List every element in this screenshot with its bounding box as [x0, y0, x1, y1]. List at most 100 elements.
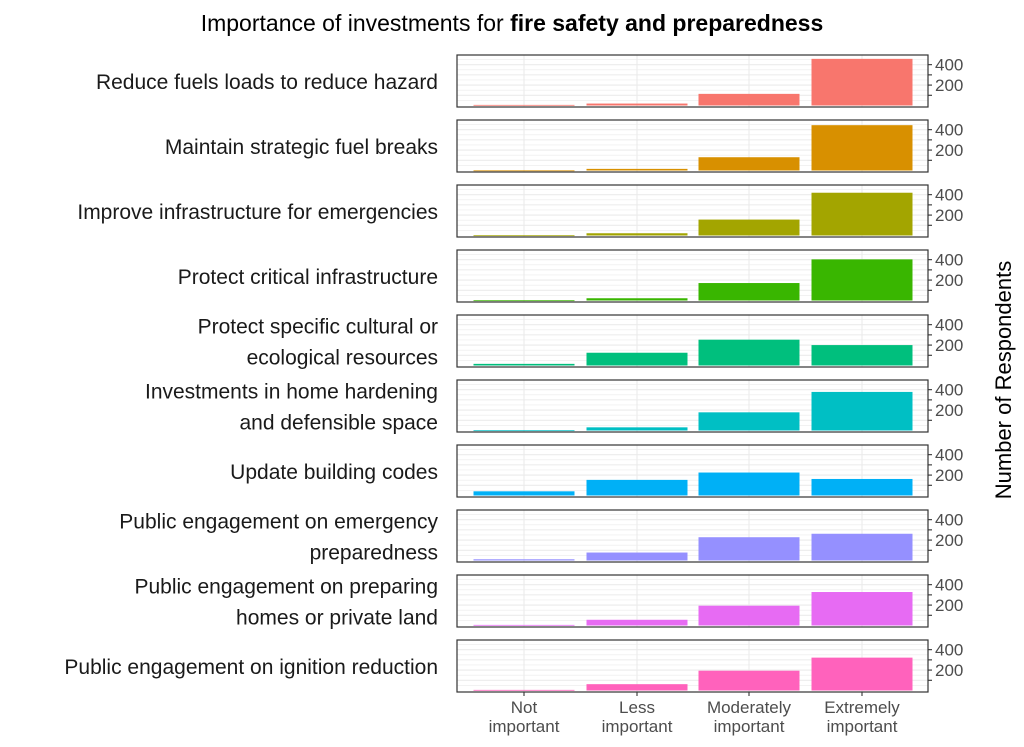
bar — [473, 300, 575, 302]
facet-strip-label: Protect specific cultural or — [198, 316, 438, 339]
panel-border — [456, 314, 929, 368]
bar — [698, 670, 800, 691]
bar — [811, 192, 913, 236]
panel-border — [456, 509, 929, 563]
panel-border — [456, 444, 929, 498]
bar — [811, 259, 913, 301]
bar — [473, 363, 575, 366]
y-tick-label: 400 — [935, 511, 963, 530]
y-tick-label: 400 — [935, 56, 963, 75]
bar — [811, 58, 913, 106]
y-tick-label: 200 — [935, 76, 963, 95]
bar — [473, 689, 575, 691]
bar — [698, 605, 800, 626]
bar — [811, 592, 913, 626]
x-tick-label: Not — [511, 698, 538, 717]
x-tick-label: important — [489, 717, 560, 736]
bar — [586, 684, 688, 691]
bar — [586, 298, 688, 301]
y-tick-label: 200 — [935, 271, 963, 290]
facet-strip-label: preparedness — [310, 542, 438, 565]
y-axis-title: Number of Respondents — [991, 261, 1016, 499]
y-tick-label: 400 — [935, 186, 963, 205]
bar — [586, 233, 688, 236]
y-tick-label: 200 — [935, 206, 963, 225]
facet-strip-label: Protect critical infrastructure — [178, 266, 438, 289]
y-tick-label: 200 — [935, 141, 963, 160]
y-tick-label: 400 — [935, 381, 963, 400]
y-tick-label: 400 — [935, 446, 963, 465]
y-tick-label: 200 — [935, 466, 963, 485]
y-tick-label: 200 — [935, 596, 963, 615]
y-tick-label: 400 — [935, 316, 963, 335]
bar — [586, 352, 688, 366]
facet-strip-label: Investments in home hardening — [145, 381, 438, 404]
y-tick-label: 200 — [935, 336, 963, 355]
bar — [811, 533, 913, 561]
y-tick-label: 400 — [935, 121, 963, 140]
bar — [473, 170, 575, 172]
bar — [586, 427, 688, 431]
bar — [473, 430, 575, 432]
bar — [811, 125, 913, 171]
facet-strip-label: Improve infrastructure for emergencies — [77, 201, 438, 224]
bar — [698, 412, 800, 431]
x-tick-label: important — [827, 717, 898, 736]
bar — [473, 559, 575, 561]
bar — [473, 104, 575, 106]
panel-border — [456, 184, 929, 238]
bar — [698, 219, 800, 236]
bar — [473, 624, 575, 626]
y-tick-label: 200 — [935, 531, 963, 550]
bar — [586, 168, 688, 171]
bar — [586, 103, 688, 106]
chart-title-prefix: Importance of investments for — [200, 10, 511, 36]
panel-border — [456, 379, 929, 433]
x-tick-label: Extremely — [824, 698, 900, 717]
panel-border — [456, 54, 929, 108]
y-tick-label: 400 — [935, 641, 963, 660]
facet-strip-label: homes or private land — [236, 607, 438, 630]
facet-strip-label: Public engagement on preparing — [134, 576, 438, 599]
panel-border — [456, 249, 929, 303]
bar — [586, 479, 688, 496]
bar — [811, 478, 913, 496]
bar — [698, 339, 800, 366]
y-tick-label: 200 — [935, 661, 963, 680]
x-tick-label: Less — [619, 698, 655, 717]
bar — [698, 537, 800, 561]
x-tick-label: important — [714, 717, 785, 736]
y-tick-label: 200 — [935, 401, 963, 420]
bar — [698, 472, 800, 496]
bar — [811, 657, 913, 691]
chart-title-bold: fire safety and preparedness — [510, 10, 824, 36]
panel-border — [456, 119, 929, 173]
bar — [811, 345, 913, 366]
panel-border — [456, 639, 929, 693]
facet-strip-label: Maintain strategic fuel breaks — [165, 136, 438, 159]
facet-strip-label: ecological resources — [247, 347, 438, 370]
chart-title: Importance of investments for fire safet… — [0, 10, 1024, 37]
bar — [586, 619, 688, 626]
x-tick-label: important — [602, 717, 673, 736]
facet-strip-label: Public engagement on ignition reduction — [64, 656, 438, 679]
facet-strip-label: Public engagement on emergency — [119, 511, 438, 534]
y-tick-label: 400 — [935, 251, 963, 270]
panel-border — [456, 574, 929, 628]
bar — [698, 283, 800, 301]
x-tick-label: Moderately — [707, 698, 792, 717]
bar — [698, 93, 800, 106]
bar — [586, 552, 688, 561]
bar — [811, 391, 913, 431]
bar — [473, 491, 575, 496]
